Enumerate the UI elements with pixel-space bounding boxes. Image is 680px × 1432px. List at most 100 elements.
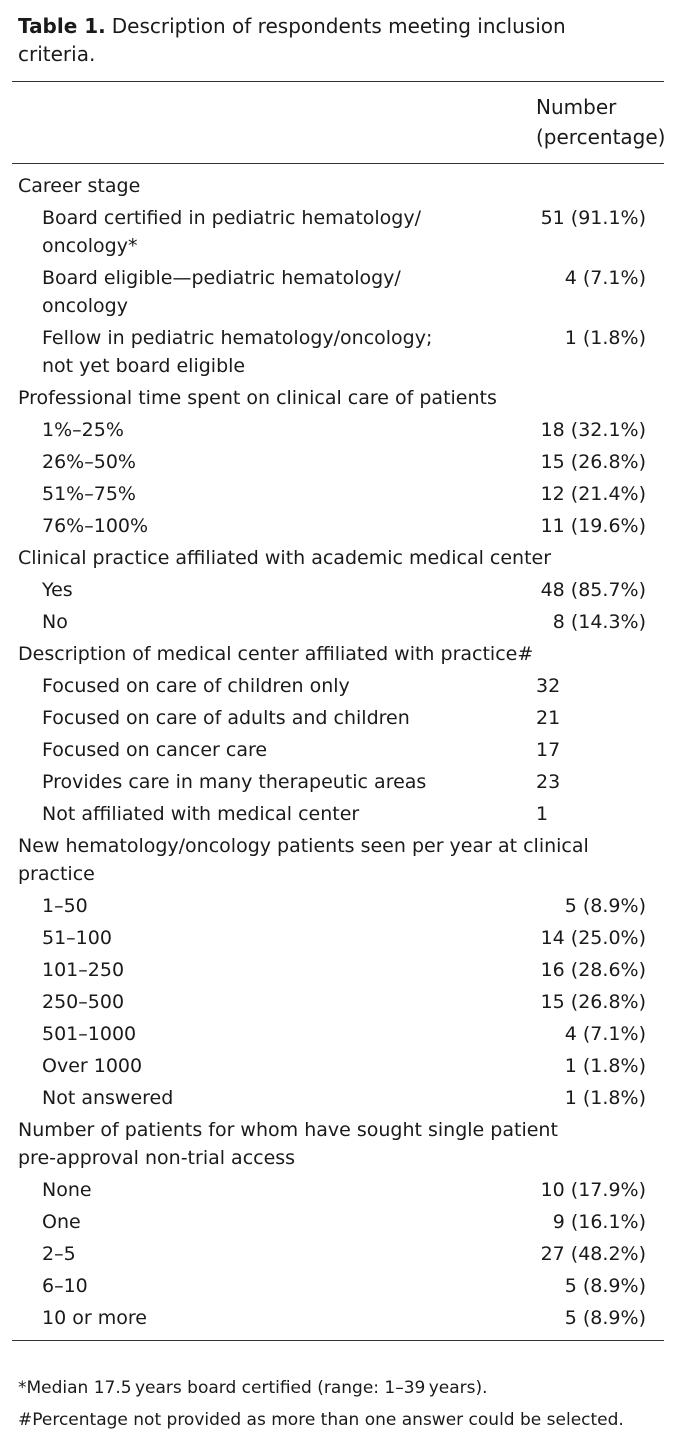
row-label: 2–5	[42, 1243, 76, 1265]
row-value: 4 (7.1%)	[564, 267, 646, 289]
row-label: No	[42, 611, 68, 633]
top-rule	[12, 81, 664, 82]
row-label: Over 1000	[42, 1055, 143, 1077]
row-label: None	[42, 1179, 92, 1201]
row-value: 5 (8.9%)	[564, 1275, 646, 1297]
row-value: 18 (32.1%)	[540, 419, 646, 441]
row-label: Board eligible—pediatric hematology/ onc…	[42, 267, 401, 317]
table-row: 51–100 14 (25.0%)	[0, 922, 680, 954]
row-label: Board certified in pediatric hematology/…	[42, 207, 421, 257]
row-value: 32	[536, 675, 561, 697]
row-value: 8 (14.3%)	[552, 611, 646, 633]
table-row: 250–500 15 (26.8%)	[0, 986, 680, 1018]
table-caption: Table 1. Description of respondents meeti…	[18, 12, 618, 68]
row-label: 6–10	[42, 1275, 88, 1297]
row-label: Yes	[42, 579, 73, 601]
table-row: 26%–50% 15 (26.8%)	[0, 446, 680, 478]
row-label: 51–100	[42, 927, 112, 949]
table-row: None 10 (17.9%)	[0, 1174, 680, 1206]
table-row: Yes 48 (85.7%)	[0, 574, 680, 606]
row-label: 51%–75%	[42, 483, 136, 505]
column-header: Number (percentage)	[536, 95, 666, 149]
row-label: Not affiliated with medical center	[42, 803, 360, 825]
section-row: Description of medical center affiliated…	[0, 638, 680, 670]
caption-text: Description of respondents meeting inclu…	[18, 14, 566, 66]
table-row: No 8 (14.3%)	[0, 606, 680, 638]
section-label: Clinical practice affiliated with academ…	[18, 547, 552, 569]
table-row: Focused on care of children only 32	[0, 670, 680, 702]
row-label: 76%–100%	[42, 515, 149, 537]
section-label: New hematology/oncology patients seen pe…	[18, 835, 589, 885]
row-label: 101–250	[42, 959, 125, 981]
section-row: Professional time spent on clinical care…	[0, 382, 680, 414]
row-value: 1	[536, 803, 549, 825]
row-value: 21	[536, 707, 561, 729]
row-value: 1 (1.8%)	[564, 1055, 646, 1077]
table-row: 1%–25% 18 (32.1%)	[0, 414, 680, 446]
table-row: Board certified in pediatric hematology/…	[0, 202, 680, 262]
section-label: Career stage	[18, 175, 141, 197]
table-row: Over 1000 1 (1.8%)	[0, 1050, 680, 1082]
row-label: One	[42, 1211, 81, 1233]
row-label: 1%–25%	[42, 419, 124, 441]
row-value: 9 (16.1%)	[552, 1211, 646, 1233]
table-row: 10 or more 5 (8.9%)	[0, 1302, 680, 1334]
table-row: 76%–100% 11 (19.6%)	[0, 510, 680, 542]
row-value: 15 (26.8%)	[540, 991, 646, 1013]
row-value: 1 (1.8%)	[564, 327, 646, 349]
footnote: *Median 17.5 years board certified (rang…	[18, 1378, 488, 1398]
table-row: 101–250 16 (28.6%)	[0, 954, 680, 986]
header-rule	[12, 163, 664, 164]
row-label: Focused on care of adults and children	[42, 707, 410, 729]
row-value: 16 (28.6%)	[540, 959, 646, 981]
table-row: 501–1000 4 (7.1%)	[0, 1018, 680, 1050]
row-value: 48 (85.7%)	[540, 579, 646, 601]
table-row: Focused on care of adults and children 21	[0, 702, 680, 734]
row-value: 11 (19.6%)	[540, 515, 646, 537]
row-label: Not answered	[42, 1087, 174, 1109]
section-label: Number of patients for whom have sought …	[18, 1119, 558, 1169]
table-row: Provides care in many therapeutic areas 2…	[0, 766, 680, 798]
row-value: 23	[536, 771, 561, 793]
table-row: Not affiliated with medical center 1	[0, 798, 680, 830]
row-label: 501–1000	[42, 1023, 137, 1045]
row-label: Focused on cancer care	[42, 739, 268, 761]
row-label: Focused on care of children only	[42, 675, 350, 697]
table-row: 1–50 5 (8.9%)	[0, 890, 680, 922]
section-row: Number of patients for whom have sought …	[0, 1114, 680, 1174]
table-row: Board eligible—pediatric hematology/ onc…	[0, 262, 680, 322]
row-value: 5 (8.9%)	[564, 1307, 646, 1329]
table-number: Table 1.	[18, 14, 106, 38]
table-row: 2–5 27 (48.2%)	[0, 1238, 680, 1270]
row-label: 1–50	[42, 895, 88, 917]
table-row: Focused on cancer care 17	[0, 734, 680, 766]
row-label: 10 or more	[42, 1307, 147, 1329]
section-label: Professional time spent on clinical care…	[18, 387, 497, 409]
section-row: Clinical practice affiliated with academ…	[0, 542, 680, 574]
section-row: New hematology/oncology patients seen pe…	[0, 830, 680, 890]
row-label: 26%–50%	[42, 451, 136, 473]
row-value: 12 (21.4%)	[540, 483, 646, 505]
row-value: 15 (26.8%)	[540, 451, 646, 473]
row-value: 10 (17.9%)	[540, 1179, 646, 1201]
section-row: Career stage	[0, 170, 680, 202]
section-label: Description of medical center affiliated…	[18, 643, 534, 665]
row-value: 27 (48.2%)	[540, 1243, 646, 1265]
row-value: 4 (7.1%)	[564, 1023, 646, 1045]
row-value: 1 (1.8%)	[564, 1087, 646, 1109]
row-value: 14 (25.0%)	[540, 927, 646, 949]
table-row: 51%–75% 12 (21.4%)	[0, 478, 680, 510]
row-label: 250–500	[42, 991, 125, 1013]
table-row: One 9 (16.1%)	[0, 1206, 680, 1238]
table-row: 6–10 5 (8.9%)	[0, 1270, 680, 1302]
table-row: Not answered 1 (1.8%)	[0, 1082, 680, 1114]
footnote: #Percentage not provided as more than on…	[18, 1410, 624, 1430]
row-value: 5 (8.9%)	[564, 895, 646, 917]
row-value: 17	[536, 739, 561, 761]
table-row: Fellow in pediatric hematology/oncology;…	[0, 322, 680, 382]
table-body: Career stage Board certified in pediatric…	[0, 170, 680, 1334]
bottom-rule	[12, 1340, 664, 1341]
row-label: Provides care in many therapeutic areas	[42, 771, 427, 793]
row-label: Fellow in pediatric hematology/oncology;…	[42, 327, 433, 377]
